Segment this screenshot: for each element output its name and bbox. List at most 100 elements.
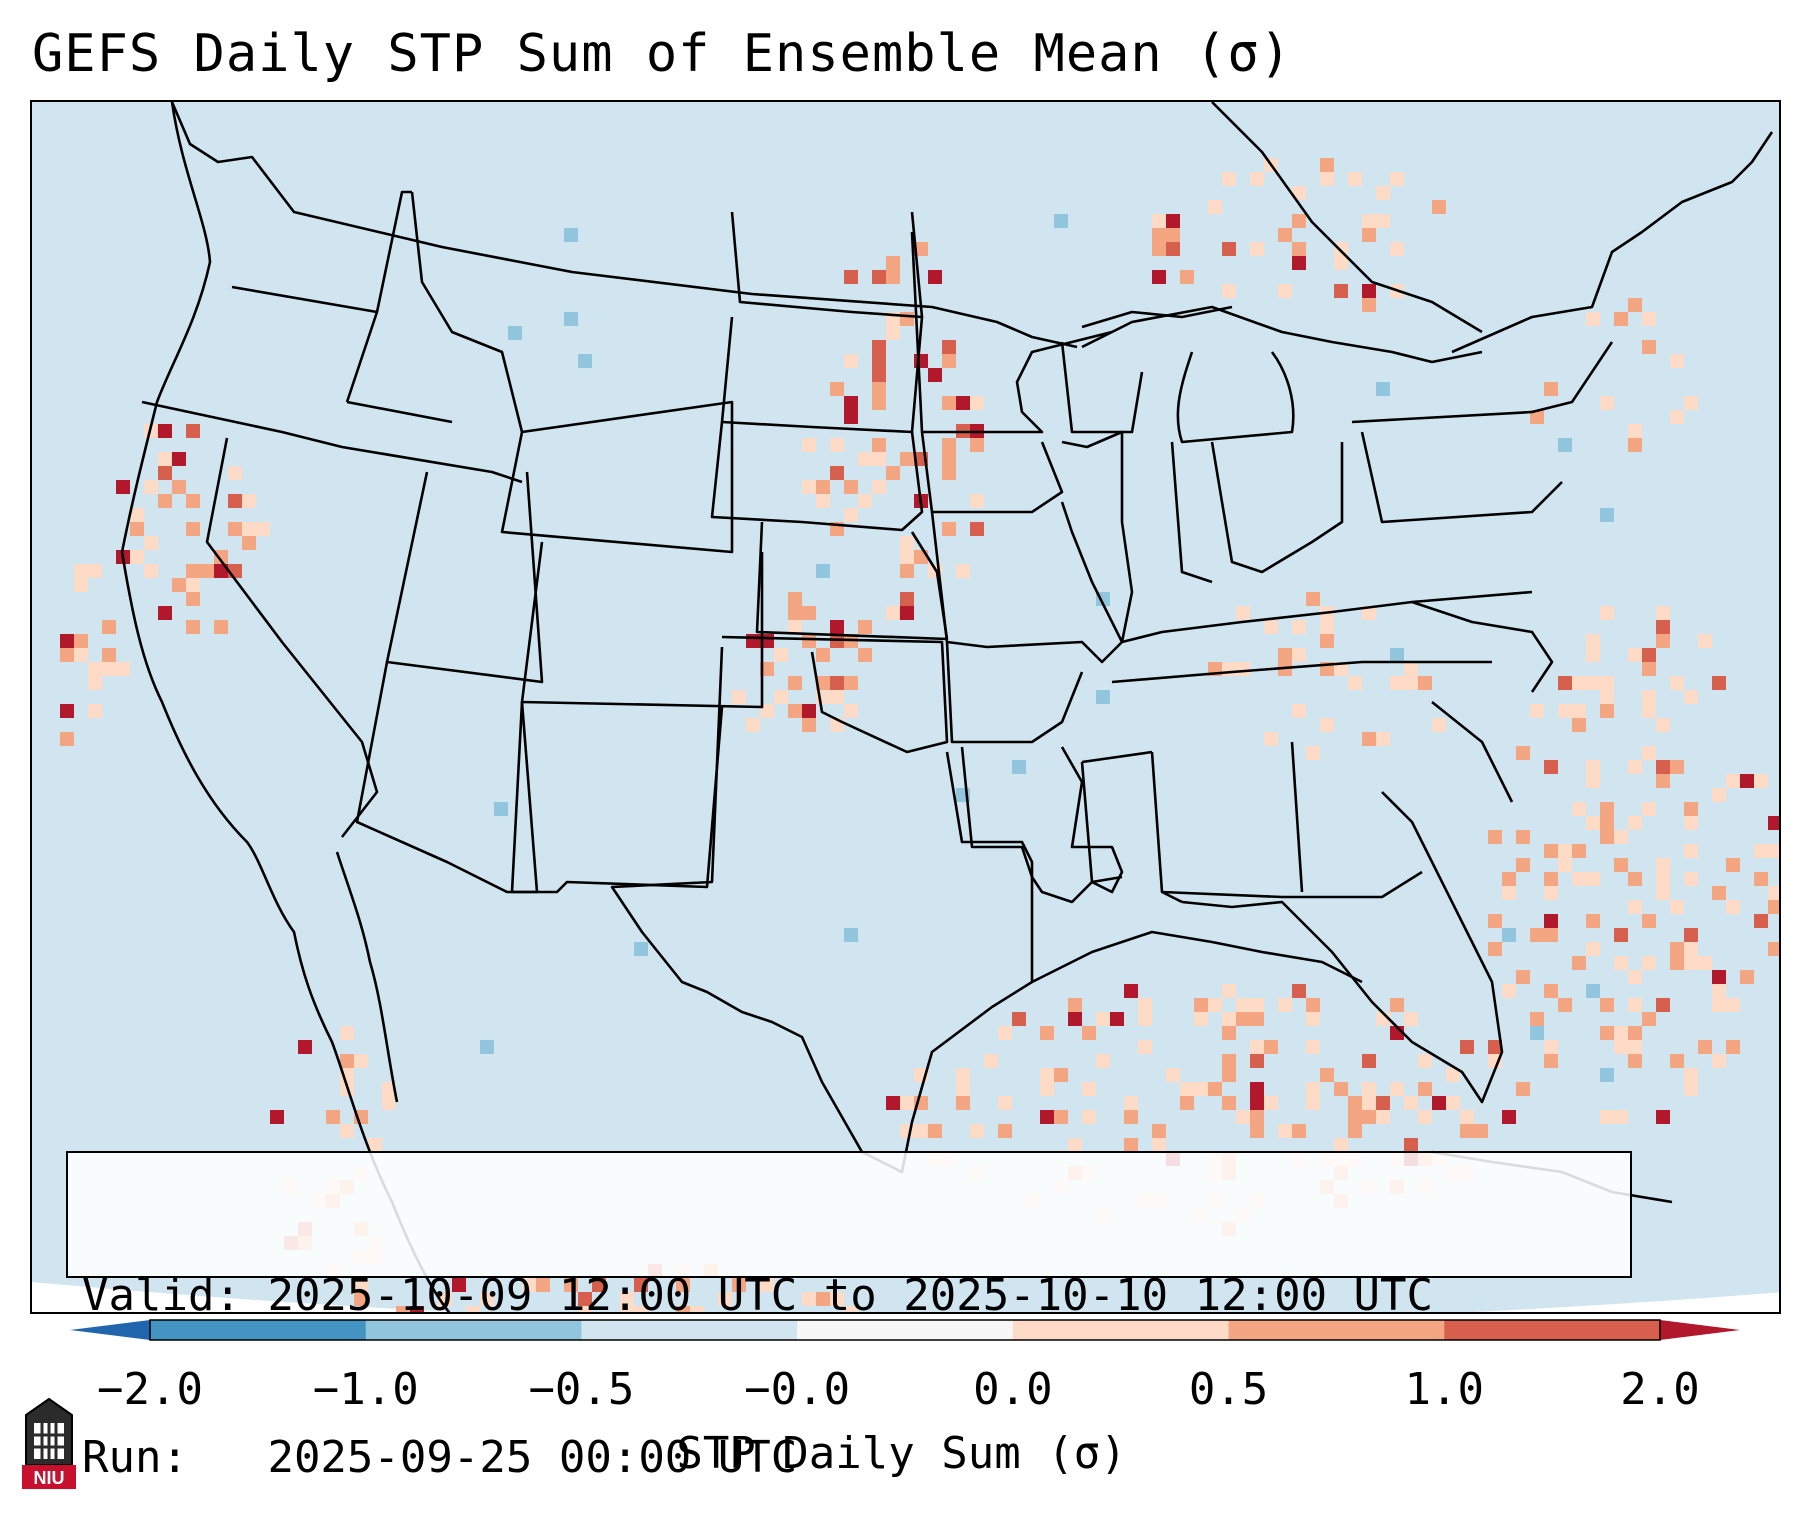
stp-cell <box>1558 998 1572 1012</box>
stp-cell <box>1222 1026 1236 1040</box>
stp-cell <box>1320 718 1334 732</box>
stp-cell <box>1488 914 1502 928</box>
stp-cell <box>1502 872 1516 886</box>
stp-cell <box>956 1082 970 1096</box>
stp-cell <box>1684 872 1698 886</box>
stp-cell <box>1348 676 1362 690</box>
stp-cell <box>844 1306 858 1312</box>
stp-cell <box>1698 956 1712 970</box>
stp-cell <box>1082 1026 1096 1040</box>
stp-cell <box>1530 928 1544 942</box>
stp-cell <box>928 270 942 284</box>
stp-cell <box>802 704 816 718</box>
stp-cell <box>1222 1096 1236 1110</box>
stp-cell <box>144 536 158 550</box>
stp-cell <box>802 438 816 452</box>
stp-cell <box>1670 942 1684 956</box>
stp-cell <box>1222 984 1236 998</box>
stp-cell <box>564 1278 578 1292</box>
stp-cell <box>914 1124 928 1138</box>
colorbar-bin <box>1012 1320 1230 1340</box>
wisconsin <box>1060 341 1144 434</box>
stp-cell <box>158 466 172 480</box>
stp-cell <box>956 564 970 578</box>
stp-cell <box>172 578 186 592</box>
stp-cell <box>536 1278 550 1292</box>
stp-cell <box>886 606 900 620</box>
stp-cell <box>1544 984 1558 998</box>
stp-cell <box>1754 774 1768 788</box>
stp-cell <box>970 1124 984 1138</box>
stp-cell <box>970 522 984 536</box>
stp-cell <box>1656 718 1670 732</box>
stp-cell <box>242 536 256 550</box>
stp-cell <box>1082 1110 1096 1124</box>
run-label: Run: <box>82 1432 188 1483</box>
stp-cell <box>1586 872 1600 886</box>
stp-cell <box>1586 312 1600 326</box>
stp-cell <box>1474 1124 1488 1138</box>
stp-cell <box>1656 858 1670 872</box>
stp-cell <box>844 396 858 410</box>
stp-cell <box>1404 662 1418 676</box>
stp-cell <box>158 606 172 620</box>
stp-cell <box>1754 914 1768 928</box>
stp-cell <box>354 1278 368 1292</box>
stp-cell <box>1558 704 1572 718</box>
montana-wyoming <box>410 191 524 433</box>
stp-cell <box>130 522 144 536</box>
stp-cell <box>214 550 228 564</box>
stp-cell <box>1432 718 1446 732</box>
stp-cell <box>1544 1040 1558 1054</box>
stp-cell <box>1264 1040 1278 1054</box>
stp-cell <box>1586 634 1600 648</box>
stp-cell <box>1362 228 1376 242</box>
stp-cell <box>1642 914 1656 928</box>
stp-cell <box>1754 844 1768 858</box>
stp-cell <box>1544 1054 1558 1068</box>
stp-cell <box>200 564 214 578</box>
stp-cell <box>102 648 116 662</box>
run-value: 2025-09-25 00:00 UTC <box>267 1432 798 1483</box>
stp-cell <box>942 340 956 354</box>
stp-cell-negative <box>564 228 578 242</box>
stp-cell-negative <box>1600 508 1614 522</box>
stp-cell <box>1362 1096 1376 1110</box>
stp-cell <box>1096 1054 1110 1068</box>
stp-cell <box>1054 1110 1068 1124</box>
stp-cell <box>1278 284 1292 298</box>
stp-cell <box>1586 914 1600 928</box>
valid-line: Valid: 2025-10-09 12:00 UTC to 2025-10-1… <box>82 1269 1616 1323</box>
stp-cell <box>1334 242 1348 256</box>
nevada-east <box>346 400 453 424</box>
stp-cell <box>886 466 900 480</box>
stp-cell <box>1124 984 1138 998</box>
stp-cell <box>788 606 802 620</box>
stp-cell <box>1278 648 1292 662</box>
stp-cell <box>1684 956 1698 970</box>
colorbar-tick-label: −2.0 <box>97 1364 203 1415</box>
stp-cell <box>1124 1096 1138 1110</box>
stp-cell <box>914 242 928 256</box>
stp-cell-negative <box>494 802 508 816</box>
stp-cell <box>1516 970 1530 984</box>
map-title: GEFS Daily STP Sum of Ensemble Mean (σ) <box>32 24 1292 84</box>
stp-cell <box>802 634 816 648</box>
stp-cell <box>872 396 886 410</box>
stp-cell <box>1292 620 1306 634</box>
stp-cell <box>1040 1026 1054 1040</box>
stp-cell <box>480 1292 494 1306</box>
stp-cell <box>732 1278 746 1292</box>
stp-cell <box>1726 774 1740 788</box>
arkansas <box>945 641 1084 744</box>
colorbar-tick-label: −1.0 <box>312 1364 419 1415</box>
stp-cell <box>1334 256 1348 270</box>
colorbar-tick-label: −0.0 <box>744 1364 851 1415</box>
stp-cell <box>900 564 914 578</box>
stp-cell <box>466 1306 480 1312</box>
stp-cell <box>1684 816 1698 830</box>
stp-cell <box>1236 606 1250 620</box>
stp-cell <box>1544 928 1558 942</box>
stp-cell <box>1768 844 1779 858</box>
stp-cell <box>1404 1096 1418 1110</box>
